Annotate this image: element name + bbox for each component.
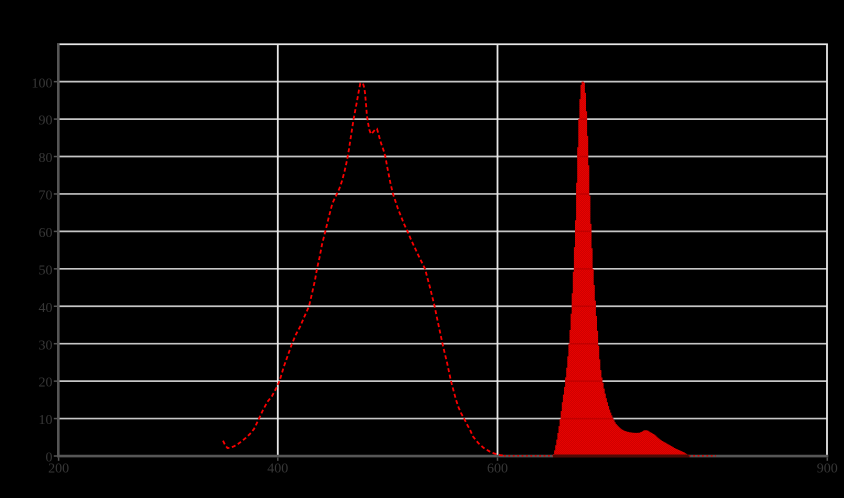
svg-text:80: 80 [39,151,53,166]
svg-text:10: 10 [39,413,53,428]
svg-text:40: 40 [39,301,53,316]
svg-text:20: 20 [39,376,53,391]
svg-text:50: 50 [39,263,53,278]
svg-text:0: 0 [46,451,53,466]
svg-text:90: 90 [39,114,53,129]
svg-text:400: 400 [267,461,288,476]
svg-text:900: 900 [817,461,838,476]
svg-text:100: 100 [32,76,53,91]
svg-text:200: 200 [48,461,69,476]
svg-text:30: 30 [39,338,53,353]
svg-text:70: 70 [39,189,53,204]
svg-text:60: 60 [39,226,53,241]
svg-text:600: 600 [487,461,508,476]
